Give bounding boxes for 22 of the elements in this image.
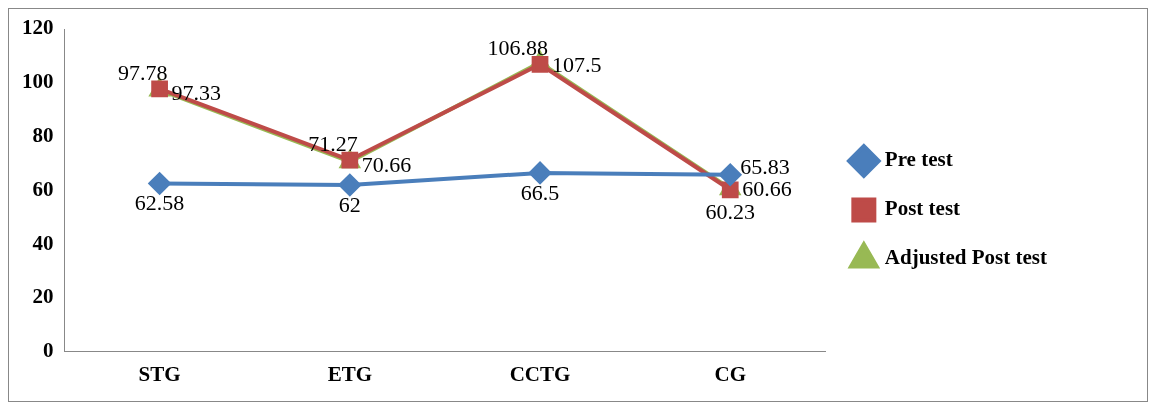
- x-tick-label: CCTG: [509, 361, 571, 386]
- y-tick-label: 0: [43, 338, 54, 363]
- legend-label: Post test: [884, 196, 961, 221]
- data-label: 62.58: [134, 190, 185, 216]
- data-label: 62: [338, 191, 361, 217]
- data-label: 66.5: [520, 179, 560, 205]
- data-label: 107.5: [552, 52, 602, 78]
- legend-label: Pre test: [884, 147, 953, 172]
- y-tick-label: 40: [32, 230, 54, 255]
- x-tick-label: STG: [138, 361, 181, 386]
- y-tick-label: 80: [32, 123, 54, 148]
- x-tick-label: ETG: [327, 361, 372, 386]
- legend-label: Adjusted Post test: [884, 245, 1048, 270]
- y-tick-label: 100: [22, 69, 54, 94]
- data-label: 97.78: [118, 59, 168, 85]
- x-tick-label: CG: [714, 361, 746, 386]
- data-label: 70.66: [361, 151, 412, 177]
- data-label: 97.33: [171, 79, 222, 105]
- y-tick-label: 60: [32, 176, 54, 201]
- data-label: 71.27: [308, 130, 358, 156]
- y-tick-label: 120: [22, 15, 54, 40]
- y-tick-label: 20: [32, 284, 54, 309]
